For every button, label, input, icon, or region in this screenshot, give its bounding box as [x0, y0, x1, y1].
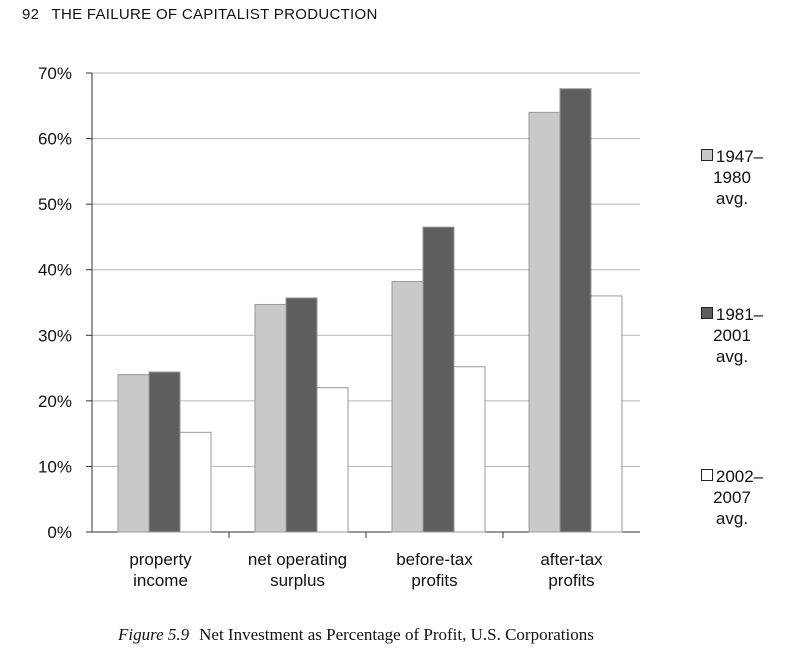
- bar-series-2-2: [285, 297, 318, 533]
- legend-swatch-series-1: [700, 149, 713, 161]
- bar-series-1-1: [117, 374, 150, 533]
- legend-label-series-3-line-2: 2007: [713, 488, 751, 507]
- legend-label-series-1-line-3: avg.: [715, 189, 749, 208]
- legend-label-series-1-line-1: 1947–: [715, 147, 764, 166]
- legend-label-series-2-line-1: 1981–: [715, 305, 764, 324]
- y-tick-label: 60%: [38, 130, 72, 149]
- y-tick-label: 10%: [38, 457, 72, 476]
- bar-series-3-4: [590, 295, 623, 533]
- y-tick-label: 50%: [38, 195, 72, 214]
- bar-series-3-1: [179, 431, 212, 533]
- legend-label-series-1-line-2: 1980: [713, 168, 751, 187]
- running-title: THE FAILURE OF CAPITALIST PRODUCTION: [51, 6, 378, 23]
- x-category-label: profits: [411, 571, 457, 590]
- x-category-label: property: [129, 550, 192, 569]
- bar-series-3-2: [316, 387, 349, 533]
- legend-item-series-2: 1981– 2001 avg.: [677, 304, 787, 367]
- x-category-label: profits: [548, 571, 594, 590]
- legend-item-series-1: 1947– 1980 avg.: [677, 146, 787, 209]
- x-category-label: income: [133, 571, 188, 590]
- bar-series-1-4: [528, 111, 561, 533]
- bar-series-1-3: [391, 281, 424, 533]
- y-tick-label: 40%: [38, 261, 72, 280]
- y-tick-label: 20%: [38, 392, 72, 411]
- figure-caption: Figure 5.9 Net Investment as Percentage o…: [118, 625, 594, 645]
- y-tick-label: 0%: [47, 523, 72, 542]
- bar-series-1-2: [254, 303, 287, 533]
- x-category-label: before-tax: [396, 550, 473, 569]
- x-category-label: net operating: [248, 550, 347, 569]
- x-category-label: after-tax: [540, 550, 603, 569]
- page-number: 92: [22, 6, 40, 23]
- x-category-label: surplus: [270, 571, 325, 590]
- legend-swatch-series-2: [700, 307, 713, 319]
- legend-swatch-series-3: [700, 469, 713, 481]
- bar-series-2-4: [559, 88, 592, 533]
- figure-label: Figure 5.9: [118, 625, 190, 644]
- y-tick-label: 70%: [38, 64, 72, 83]
- bar-series-3-3: [453, 366, 486, 533]
- running-header: 92 THE FAILURE OF CAPITALIST PRODUCTION: [22, 6, 378, 23]
- y-tick-label: 30%: [38, 326, 72, 345]
- figure-caption-text: Net Investment as Percentage of Profit, …: [199, 625, 594, 644]
- bar-series-2-3: [422, 226, 455, 533]
- legend-label-series-2-line-3: avg.: [715, 347, 749, 366]
- bar-series-2-1: [148, 371, 181, 533]
- legend-label-series-3-line-1: 2002–: [715, 467, 764, 486]
- legend-label-series-3-line-3: avg.: [715, 509, 749, 528]
- legend-item-series-3: 2002– 2007 avg.: [677, 466, 787, 529]
- legend-label-series-2-line-2: 2001: [713, 326, 751, 345]
